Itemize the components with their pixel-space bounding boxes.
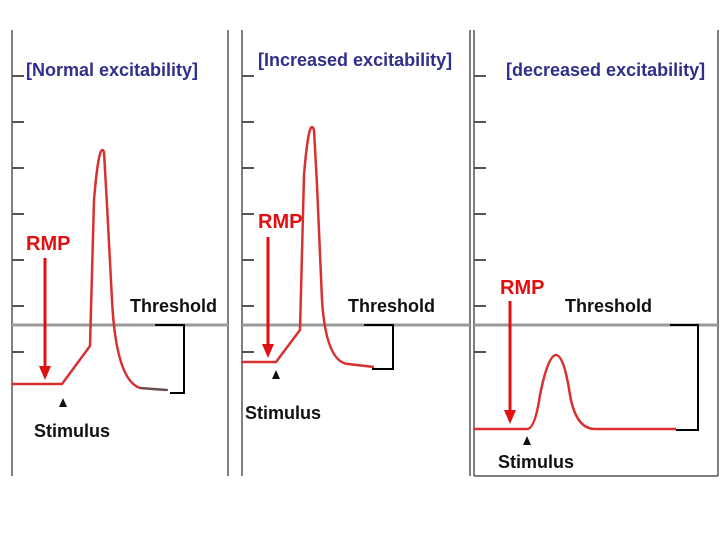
axis-ticks (474, 75, 486, 353)
rmp-arrow-head (504, 410, 516, 424)
panel-title: [Normal excitability] (26, 60, 198, 80)
panel-title: [decreased excitability] (506, 60, 705, 80)
panel-increased: [Increased excitability] Threshold RMP S… (241, 30, 471, 476)
panel-decreased: [decreased excitability] Threshold RMP S… (473, 30, 719, 477)
threshold-label: Threshold (565, 296, 652, 316)
threshold-label: Threshold (348, 296, 435, 316)
axis-ticks (242, 75, 254, 353)
threshold-label: Threshold (130, 296, 217, 316)
trace-tail (139, 387, 169, 391)
panel-normal: [Normal excitability] Threshold RMP Stim… (11, 30, 229, 476)
axis-ticks (12, 75, 24, 353)
stimulus-marker (272, 370, 280, 379)
rmp-arrow-head (39, 366, 51, 380)
rmp-label: RMP (258, 211, 302, 233)
stimulus-label: Stimulus (34, 421, 110, 441)
action-potential-trace (12, 148, 167, 392)
rmp-arrow-head (262, 344, 274, 358)
threshold-gap-bracket (155, 324, 185, 394)
stimulus-label: Stimulus (245, 403, 321, 423)
threshold-gap-bracket (670, 324, 699, 431)
stimulus-marker (59, 398, 67, 407)
subthreshold-response-trace (474, 353, 676, 431)
stimulus-marker (523, 436, 531, 445)
threshold-gap-bracket (364, 324, 394, 370)
rmp-label: RMP (500, 277, 544, 299)
panel-title: [Increased excitability] (258, 50, 452, 70)
stimulus-label: Stimulus (498, 452, 574, 472)
action-potential-trace (242, 125, 375, 369)
rmp-label: RMP (26, 233, 70, 255)
